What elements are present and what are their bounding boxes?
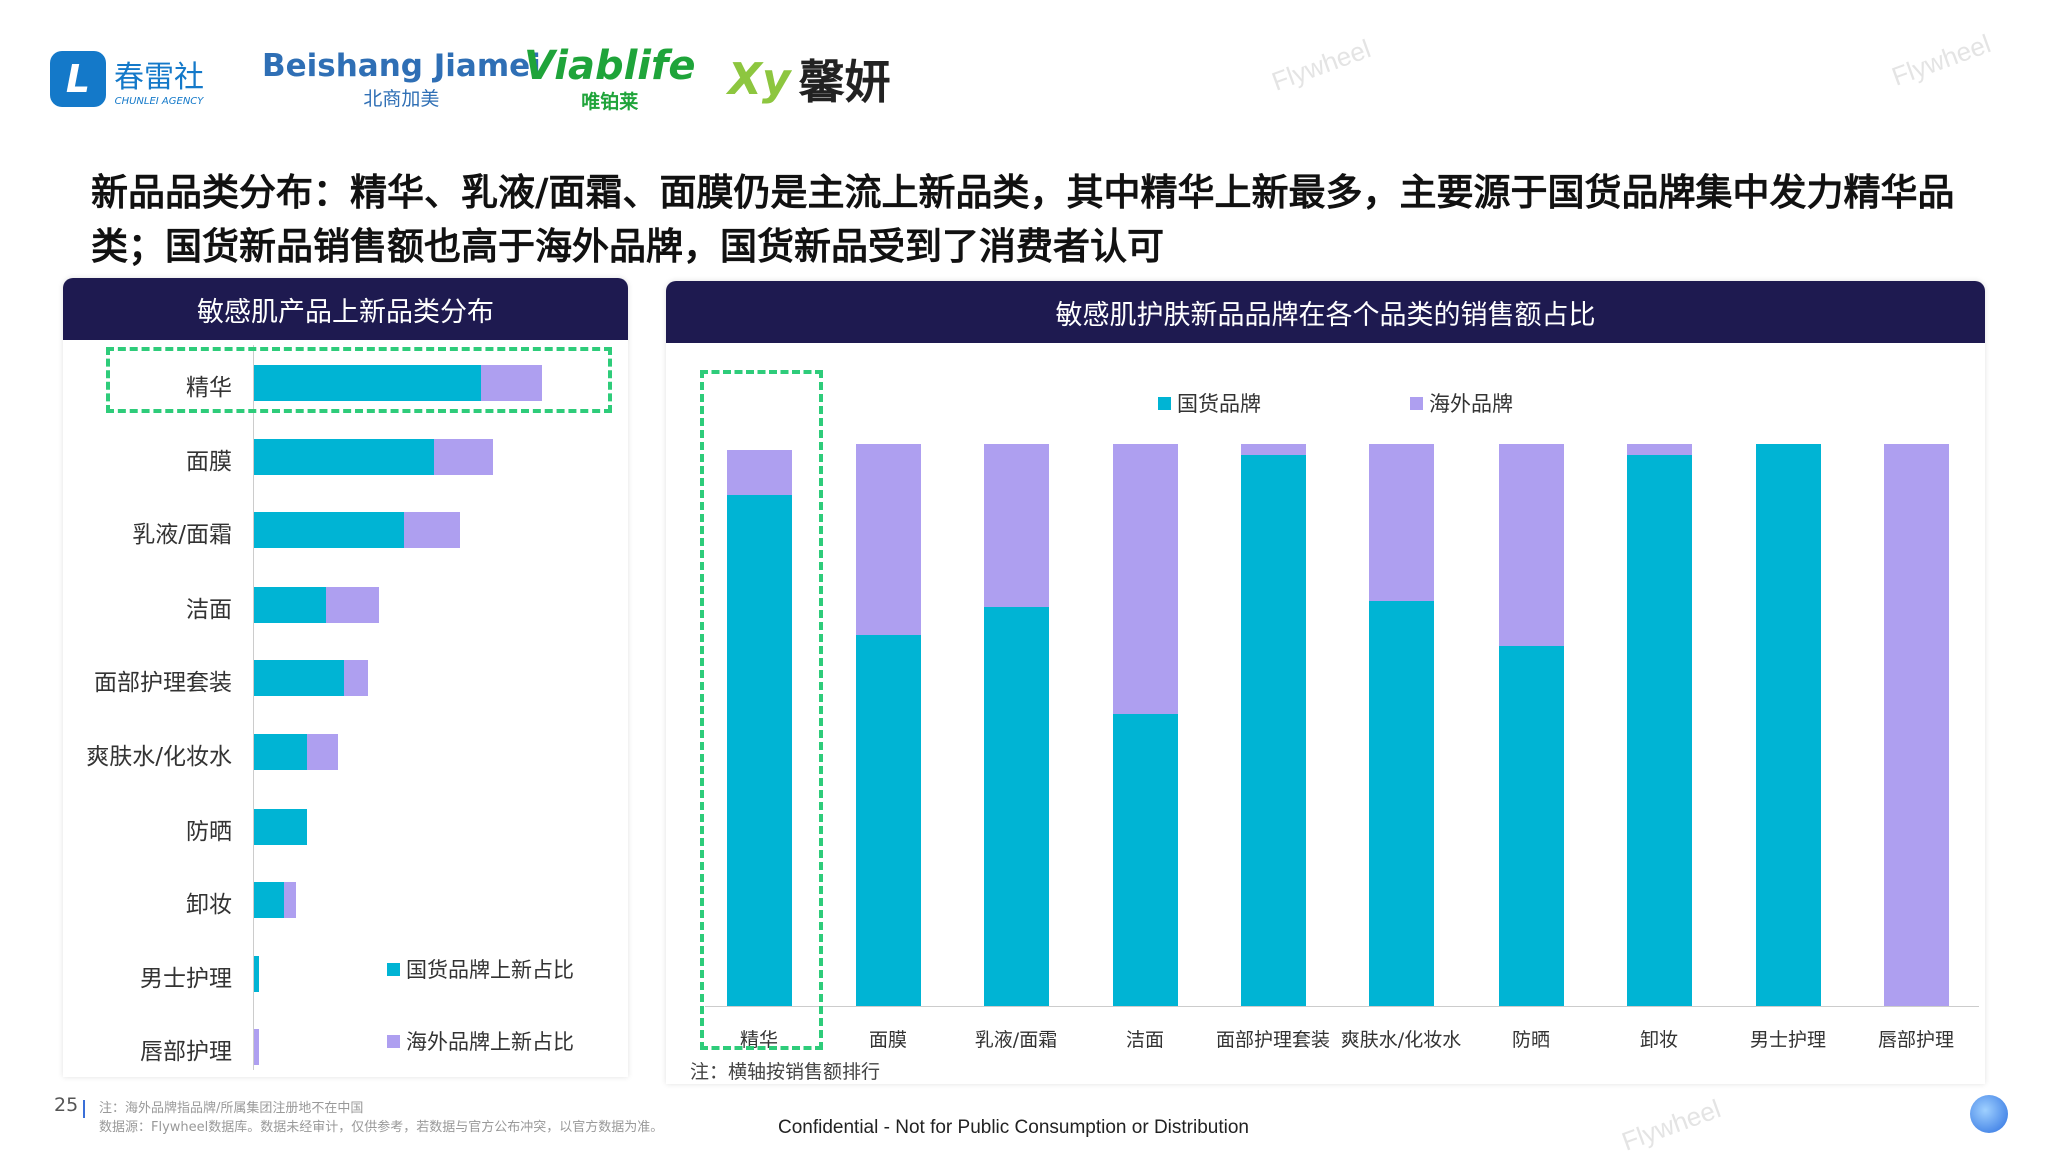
bar-domestic xyxy=(254,956,259,992)
highlight-box-right xyxy=(700,370,823,1050)
bar-domestic xyxy=(254,365,482,401)
chunlei-logo: L 春雷社 CHUNLEI AGENCY xyxy=(50,44,204,114)
category-label: 爽肤水/化妆水 xyxy=(86,744,232,770)
bar-domestic xyxy=(254,882,285,918)
bar-domestic xyxy=(254,439,434,475)
bar-overseas xyxy=(1498,444,1564,647)
category-label: 防晒 xyxy=(186,819,232,845)
x-tick-label: 唇部护理 xyxy=(1877,1029,1954,1051)
x-tick-label: 防晒 xyxy=(1511,1029,1550,1051)
watermark: Flywheel xyxy=(1887,28,1995,92)
chart-note: 注：横轴按销售额排行 xyxy=(690,1061,881,1083)
category-label: 唇部护理 xyxy=(140,1039,232,1065)
bar-overseas xyxy=(307,734,338,770)
bar-overseas xyxy=(433,439,493,475)
bar-overseas xyxy=(254,1029,259,1065)
page-number: 25 xyxy=(54,1094,79,1116)
x-tick-label: 男士护理 xyxy=(1749,1029,1826,1051)
legend-swatch xyxy=(387,1034,400,1048)
page-title: 新品品类分布：精华、乳液/面霜、面膜仍是主流上新品类，其中精华上新最多，主要源于… xyxy=(91,171,1955,268)
bar-overseas xyxy=(325,587,380,623)
bar-domestic xyxy=(1498,646,1564,1006)
legend-swatch xyxy=(387,962,400,976)
footer-divider xyxy=(83,1100,85,1118)
bar-overseas xyxy=(1626,444,1692,456)
highlight-box-left xyxy=(106,347,612,413)
bar-overseas xyxy=(481,365,542,401)
left-chart-title: 敏感肌产品上新品类分布 xyxy=(63,278,628,340)
bar-overseas xyxy=(983,444,1049,607)
legend-domestic-right: 国货品牌 xyxy=(1158,388,1261,418)
x-tick-label: 洁面 xyxy=(1125,1029,1164,1051)
bar-overseas xyxy=(1112,444,1178,714)
bar-domestic xyxy=(254,587,326,623)
watermark: Flywheel xyxy=(1267,33,1375,97)
bar-overseas xyxy=(726,449,792,495)
xinyan-logo: Xy 馨妍 xyxy=(728,53,891,110)
bar-domestic xyxy=(254,660,345,696)
bar-overseas xyxy=(403,512,461,548)
legend-swatch xyxy=(1158,396,1171,410)
bar-domestic xyxy=(254,734,308,770)
bar-overseas xyxy=(284,882,296,918)
bar-domestic xyxy=(254,512,404,548)
right-x-axis xyxy=(705,1006,1979,1007)
bar-domestic xyxy=(855,635,921,1006)
bar-domestic xyxy=(726,494,792,1006)
x-tick-label: 精华 xyxy=(739,1029,778,1051)
category-label: 精华 xyxy=(186,375,232,401)
category-label: 乳液/面霜 xyxy=(132,522,232,548)
category-label: 面膜 xyxy=(186,449,232,475)
flywheel-logo-icon xyxy=(1970,1095,2008,1133)
left-axis xyxy=(253,345,254,1070)
confidential-notice: Confidential - Not for Public Consumptio… xyxy=(778,1117,1249,1138)
legend-swatch xyxy=(1410,396,1423,410)
category-label: 面部护理套装 xyxy=(94,670,232,696)
bar-domestic xyxy=(254,809,308,845)
legend-overseas-left: 海外品牌上新占比 xyxy=(387,1026,574,1056)
viablife-logo: Viablife 唯铂莱 xyxy=(524,42,696,113)
bar-domestic xyxy=(1368,601,1434,1006)
x-tick-label: 面部护理套装 xyxy=(1215,1029,1330,1051)
category-label: 男士护理 xyxy=(140,966,232,992)
x-tick-label: 乳液/面霜 xyxy=(974,1029,1058,1051)
bar-domestic xyxy=(1755,444,1821,1006)
right-chart-title: 敏感肌护肤新品品牌在各个品类的销售额占比 xyxy=(666,281,1985,343)
x-tick-label: 面膜 xyxy=(868,1029,907,1051)
category-label: 洁面 xyxy=(186,597,232,623)
bar-domestic xyxy=(1240,455,1306,1006)
bar-overseas xyxy=(1368,444,1434,602)
legend-domestic-left: 国货品牌上新占比 xyxy=(387,954,574,984)
footer-note: 注：海外品牌指品牌/所属集团注册地不在中国 xyxy=(99,1101,364,1116)
x-tick-label: 爽肤水/化妆水 xyxy=(1340,1029,1462,1051)
category-label: 卸妆 xyxy=(186,892,232,918)
bar-overseas xyxy=(344,660,368,696)
bar-domestic xyxy=(1626,455,1692,1006)
bar-overseas xyxy=(855,444,921,636)
x-tick-label: 卸妆 xyxy=(1639,1029,1678,1051)
footer-source: 数据源：Flywheel数据库。数据未经审计，仅供参考，若数据与官方公布冲突，以… xyxy=(99,1120,664,1135)
beishang-logo: Beishang Jiamei 北商加美 xyxy=(262,47,541,110)
bar-domestic xyxy=(1112,713,1178,1006)
watermark: Flywheel xyxy=(1617,1093,1725,1157)
bar-overseas xyxy=(1883,444,1949,1006)
bar-domestic xyxy=(983,606,1049,1006)
bar-overseas xyxy=(1240,444,1306,456)
legend-overseas-right: 海外品牌 xyxy=(1410,388,1513,418)
